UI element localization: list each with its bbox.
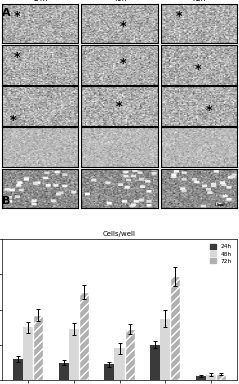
Text: 15 μm: 15 μm: [214, 203, 227, 207]
Bar: [216, 374, 226, 380]
Legend: 24h, 48h, 72h: 24h, 48h, 72h: [209, 242, 234, 265]
Text: *: *: [14, 10, 20, 23]
Bar: [160, 318, 170, 380]
Text: *: *: [195, 63, 201, 76]
Text: *: *: [116, 100, 122, 113]
Bar: [69, 329, 79, 380]
Bar: [170, 276, 180, 380]
Bar: [125, 329, 135, 380]
Bar: [196, 376, 206, 380]
Bar: [114, 348, 125, 380]
Text: *: *: [120, 57, 126, 70]
Bar: [59, 362, 69, 380]
Bar: [33, 315, 43, 380]
Bar: [13, 359, 23, 380]
Text: *: *: [206, 104, 213, 117]
Title: 48h: 48h: [112, 0, 127, 3]
Text: *: *: [120, 20, 126, 33]
Text: B: B: [2, 196, 11, 206]
Text: *: *: [14, 51, 20, 64]
Bar: [23, 327, 33, 380]
Bar: [104, 364, 114, 380]
Bar: [79, 292, 89, 380]
Title: 24h: 24h: [33, 0, 48, 3]
Bar: [206, 375, 216, 380]
Title: 72h: 72h: [191, 0, 206, 3]
Y-axis label: PDMS-MAA: PDMS-MAA: [0, 63, 1, 91]
Text: *: *: [10, 114, 16, 127]
Text: *: *: [176, 10, 182, 23]
Y-axis label: K⁻: K⁻: [0, 146, 1, 154]
Text: A: A: [2, 8, 11, 18]
Y-axis label: PDMS: PDMS: [0, 104, 1, 120]
Y-axis label: K+: K+: [0, 187, 1, 197]
Y-axis label: PDMS-HEMA: PDMS-HEMA: [0, 22, 1, 53]
Title: Cells/well: Cells/well: [103, 232, 136, 237]
Bar: [150, 345, 160, 380]
